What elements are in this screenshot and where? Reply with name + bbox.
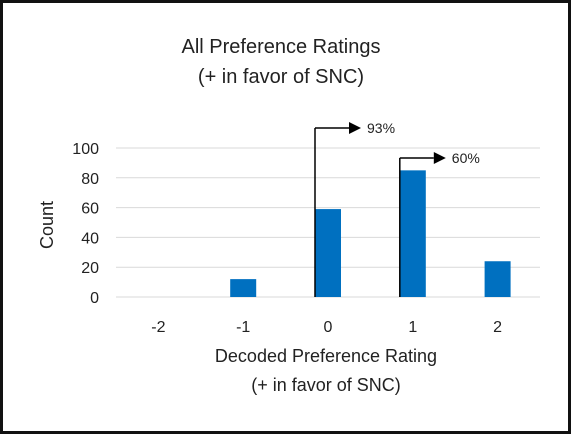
- x-tick-label-0: 0: [324, 319, 333, 336]
- bar-2: [484, 261, 511, 297]
- bar--1: [230, 279, 257, 297]
- x-axis-title-line-2: (+ in favor of SNC): [251, 375, 401, 395]
- annotation-arrowhead-1: [433, 152, 446, 164]
- x-tick-labels: -2 -1 0 1 2: [151, 319, 502, 336]
- x-tick-label-2: 2: [493, 319, 502, 336]
- y-tick-label-100: 100: [72, 141, 99, 158]
- annotation-label-0: 93%: [367, 120, 395, 136]
- bar-1: [399, 170, 426, 297]
- chart-title-line-1: All Preference Ratings: [182, 36, 381, 58]
- bar-0: [315, 209, 341, 297]
- x-tick-label--2: -2: [151, 319, 165, 336]
- x-axis-title: Decoded Preference Rating (+ in favor of…: [215, 346, 437, 395]
- chart-svg: All Preference Ratings (+ in favor of SN…: [37, 36, 540, 395]
- x-tick-label--1: -1: [236, 319, 250, 336]
- annotations: 93% 60%: [314, 120, 480, 297]
- chart-title: All Preference Ratings (+ in favor of SN…: [182, 36, 381, 88]
- y-tick-label-20: 20: [81, 260, 99, 277]
- y-tick-label-0: 0: [90, 290, 99, 307]
- annotation-label-1: 60%: [452, 150, 480, 166]
- x-axis-title-line-1: Decoded Preference Rating: [215, 346, 437, 366]
- x-tick-label-1: 1: [408, 319, 417, 336]
- y-tick-label-80: 80: [81, 171, 99, 188]
- chart-title-line-2: (+ in favor of SNC): [198, 66, 364, 88]
- y-tick-label-60: 60: [81, 201, 99, 218]
- bars: [230, 170, 511, 297]
- y-axis-title: Count: [37, 201, 57, 249]
- y-tick-labels: 0 20 40 60 80 100: [72, 141, 99, 307]
- annotation-arrowhead-0: [349, 122, 361, 134]
- y-tick-label-40: 40: [81, 230, 99, 247]
